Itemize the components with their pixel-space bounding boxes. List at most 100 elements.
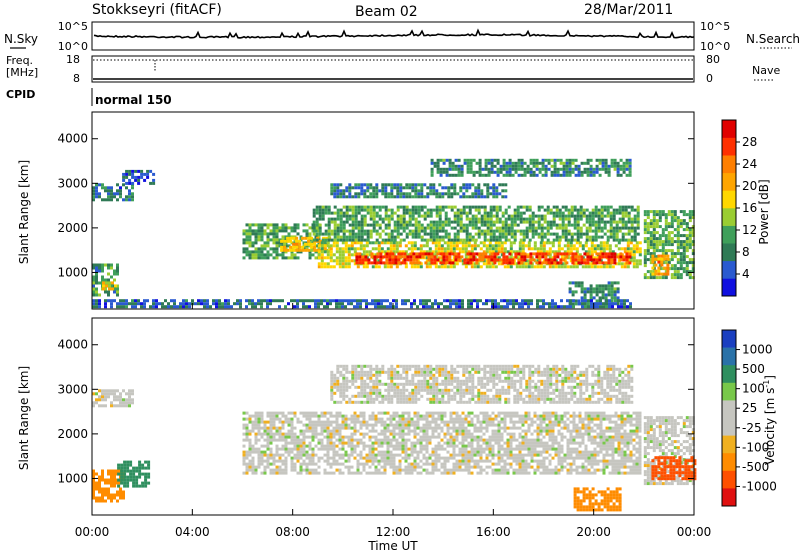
power-cell-r9 bbox=[468, 183, 472, 187]
power-cell-r8 bbox=[411, 217, 415, 221]
power-cell-r8 bbox=[588, 220, 592, 224]
power-cell-r4 bbox=[251, 244, 255, 248]
velocity-cell-r3 bbox=[314, 423, 318, 427]
power-cell-r5 bbox=[280, 248, 284, 252]
power-cell-r7 bbox=[574, 258, 578, 262]
power-cell-r9 bbox=[480, 192, 484, 196]
power-cell-r14 bbox=[173, 299, 176, 303]
power-cell-r6 bbox=[512, 241, 516, 245]
power-cell-r14 bbox=[143, 302, 146, 306]
velocity-cell-r1 bbox=[92, 487, 95, 491]
velocity-cell-r3 bbox=[332, 441, 336, 445]
velocity-cell-r3 bbox=[422, 462, 426, 466]
velocity-cell-r3 bbox=[341, 456, 345, 460]
power-cell-r14 bbox=[146, 299, 149, 303]
power-cell-r8 bbox=[405, 205, 409, 209]
power-cell-r11 bbox=[676, 237, 680, 241]
power-cell-r6 bbox=[473, 244, 477, 248]
power-cell-r14 bbox=[137, 302, 140, 306]
power-cell-r6 bbox=[356, 247, 360, 251]
power-cell-r6 bbox=[377, 250, 381, 254]
power-cell-r10 bbox=[628, 167, 632, 171]
velocity-cell-r2 bbox=[129, 469, 133, 473]
power-cell-r9 bbox=[432, 186, 436, 190]
power-cell-r14 bbox=[167, 302, 170, 306]
power-cell-r13 bbox=[583, 290, 587, 294]
velocity-cell-r2 bbox=[117, 478, 121, 482]
power-cell-r8 bbox=[531, 214, 535, 218]
power-cell-r8 bbox=[357, 235, 361, 239]
velocity-cell-r3 bbox=[410, 447, 414, 451]
power-cell-r14 bbox=[155, 299, 158, 303]
power-cell-r7 bbox=[490, 252, 494, 256]
velocity-cell-r1 bbox=[113, 475, 116, 479]
velocity-cell-r3 bbox=[278, 429, 282, 433]
power-cell-r6 bbox=[566, 241, 570, 245]
velocity-cell-r0 bbox=[107, 392, 110, 396]
power-cell-r10 bbox=[523, 173, 527, 177]
power-cell-r6 bbox=[548, 247, 552, 251]
power-cell-r14 bbox=[179, 305, 182, 309]
velocity-cell-r3 bbox=[425, 447, 429, 451]
power-cell-r4 bbox=[242, 229, 246, 233]
power-cell-r8 bbox=[414, 205, 418, 209]
power-cell-r6 bbox=[362, 253, 366, 257]
velocity-cell-r1 bbox=[92, 496, 95, 500]
power-cell-r11 bbox=[670, 222, 674, 226]
power-cell-r14 bbox=[467, 302, 470, 306]
power-cell-r4 bbox=[287, 232, 291, 236]
velocity-cell-r3 bbox=[305, 423, 309, 427]
power-cell-r8 bbox=[420, 223, 424, 227]
velocity-cell-r3 bbox=[443, 447, 447, 451]
power-cell-r8 bbox=[561, 226, 565, 230]
velocity-cell-r3 bbox=[380, 465, 384, 469]
power-cell-r10 bbox=[457, 170, 461, 174]
power-cell-r8 bbox=[429, 229, 433, 233]
power-cell-r1 bbox=[152, 178, 156, 182]
power-cell-r14 bbox=[170, 299, 173, 303]
power-cell-r6 bbox=[428, 262, 432, 266]
power-cell-r11 bbox=[682, 255, 686, 259]
power-cell-r8 bbox=[630, 220, 634, 224]
power-cell-r8 bbox=[408, 214, 412, 218]
velocity-cell-r3 bbox=[446, 459, 450, 463]
power-cell-r8 bbox=[528, 208, 532, 212]
velocity-cell-r3 bbox=[359, 453, 363, 457]
power-cell-r4 bbox=[248, 244, 252, 248]
power-cell-r10 bbox=[574, 173, 578, 177]
power-cell-r9 bbox=[408, 186, 412, 190]
power-cell-r14 bbox=[611, 305, 614, 309]
power-cell-r8 bbox=[573, 205, 577, 209]
power-cell-r8 bbox=[636, 214, 640, 218]
velocity-cell-r3 bbox=[404, 450, 408, 454]
power-cell-r10 bbox=[517, 164, 521, 168]
power-cell-r8 bbox=[423, 226, 427, 230]
velocity-cell-r3 bbox=[272, 426, 276, 430]
power-cell-r10 bbox=[556, 170, 560, 174]
power-cell-r14 bbox=[413, 299, 416, 303]
velocity-cell-r3 bbox=[374, 441, 378, 445]
power-cell-r13 bbox=[610, 290, 614, 294]
power-cell-r8 bbox=[555, 214, 559, 218]
power-cell-r11 bbox=[685, 264, 689, 268]
velocity-cell-r3 bbox=[398, 429, 402, 433]
power-cell-r0 bbox=[122, 198, 125, 202]
power-cell-r4 bbox=[293, 223, 297, 227]
power-cell-r14 bbox=[230, 305, 233, 309]
power-cell-r8 bbox=[627, 226, 631, 230]
power-cell-r7 bbox=[511, 261, 515, 265]
power-cell-r6 bbox=[533, 244, 537, 248]
power-cell-r9 bbox=[459, 186, 463, 190]
power-cell-r14 bbox=[317, 305, 320, 309]
power-cell-r11 bbox=[649, 231, 653, 235]
power-cell-r8 bbox=[336, 223, 340, 227]
power-cell-r11 bbox=[658, 225, 662, 229]
power-cell-r9 bbox=[348, 192, 352, 196]
velocity-cell-r3 bbox=[413, 456, 417, 460]
velocity-cell-r3 bbox=[356, 471, 360, 475]
power-cell-r6 bbox=[317, 262, 321, 266]
power-cell-r10 bbox=[613, 158, 617, 162]
power-cell-r11 bbox=[670, 225, 674, 229]
power-cell-r14 bbox=[404, 299, 407, 303]
power-cell-r14 bbox=[218, 299, 221, 303]
